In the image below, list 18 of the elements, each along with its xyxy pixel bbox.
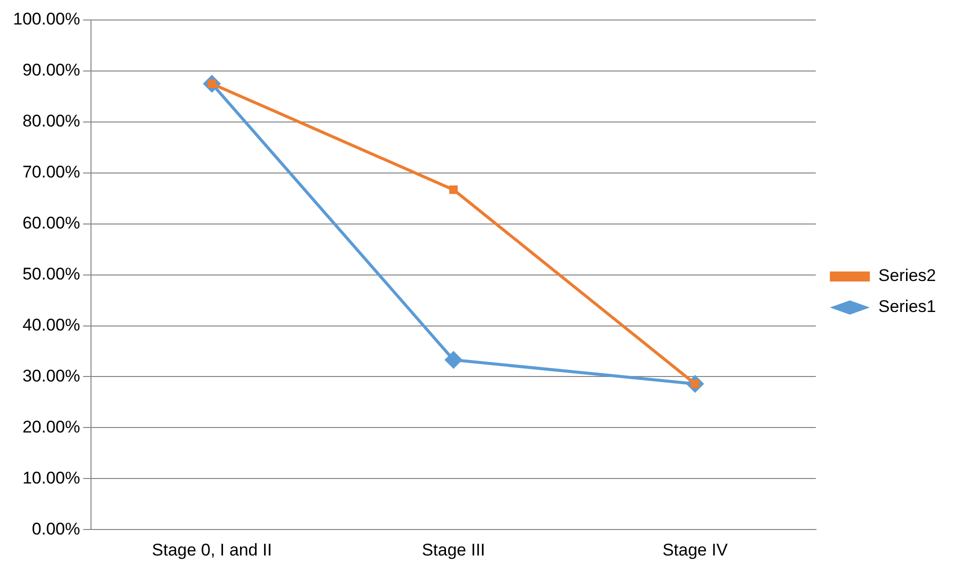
y-tick-label: 100.00%: [12, 10, 80, 29]
legend-label: Series1: [878, 297, 936, 316]
y-tick-label: 80.00%: [22, 112, 80, 131]
x-tick-label: Stage 0, I and II: [152, 540, 272, 560]
y-tick-label: 20.00%: [22, 417, 80, 436]
y-tick-label: 0.00%: [32, 519, 80, 538]
y-tick-label: 60.00%: [22, 214, 80, 233]
y-tick-label: 10.00%: [22, 468, 80, 488]
y-tick-label: 90.00%: [22, 60, 80, 80]
x-tick-label: Stage IV: [662, 540, 728, 560]
x-tick-label: Stage III: [422, 540, 486, 560]
legend-label: Series2: [878, 266, 936, 286]
y-tick-label: 70.00%: [22, 162, 80, 182]
y-tick-label: 50.00%: [22, 264, 80, 284]
y-tick-label: 30.00%: [22, 366, 80, 386]
y-tick-label: 40.00%: [22, 315, 80, 334]
point: [449, 185, 458, 194]
point: [444, 350, 462, 369]
